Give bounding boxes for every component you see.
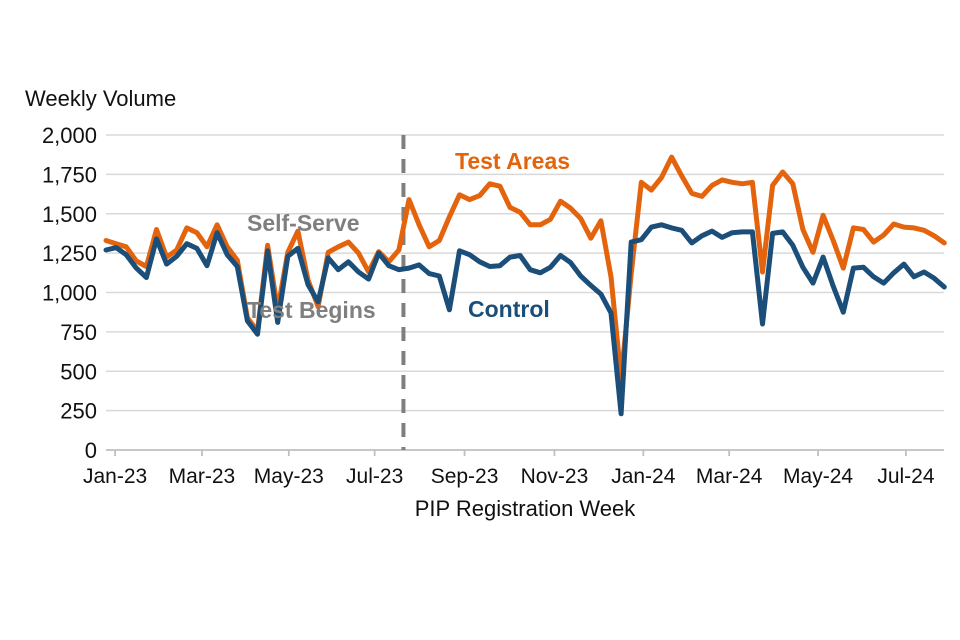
- y-tick-label: 1,500: [42, 202, 97, 227]
- annotation-line-2: Test Begins: [247, 297, 376, 323]
- x-tick-label: Jul-23: [346, 465, 403, 488]
- chart-title: Weekly Volume: [25, 86, 177, 111]
- series-label-control: Control: [468, 296, 550, 322]
- x-tick-label: Mar-24: [696, 465, 763, 488]
- y-tick-label: 750: [60, 320, 97, 345]
- control-series-line: [103, 222, 947, 417]
- annotation-line-1: Self-Serve: [247, 210, 360, 236]
- x-tick-label: Jul-24: [877, 465, 935, 488]
- x-axis-title: PIP Registration Week: [414, 496, 636, 521]
- x-tick-label: Jan-23: [83, 465, 147, 488]
- y-tick-label: 1,000: [42, 281, 97, 306]
- x-tick-label: Sep-23: [431, 465, 499, 488]
- x-tick-label: Jan-24: [611, 465, 676, 488]
- y-tick-label: 500: [60, 359, 97, 384]
- y-tick-label: 2,000: [42, 123, 97, 148]
- x-tick-label: May-24: [783, 465, 853, 488]
- y-tick-label: 250: [60, 399, 97, 424]
- x-tick-label: Mar-23: [169, 465, 236, 488]
- y-tick-label: 1,250: [42, 241, 97, 266]
- series-label-test-areas: Test Areas: [455, 148, 571, 174]
- x-tick-label: May-23: [254, 465, 324, 488]
- y-tick-label: 1,750: [42, 162, 97, 187]
- y-tick-label: 0: [85, 438, 97, 463]
- x-tick-label: Nov-23: [521, 465, 589, 488]
- annotation-self-serve-test-begins: Self-Serve Test Begins: [247, 151, 376, 383]
